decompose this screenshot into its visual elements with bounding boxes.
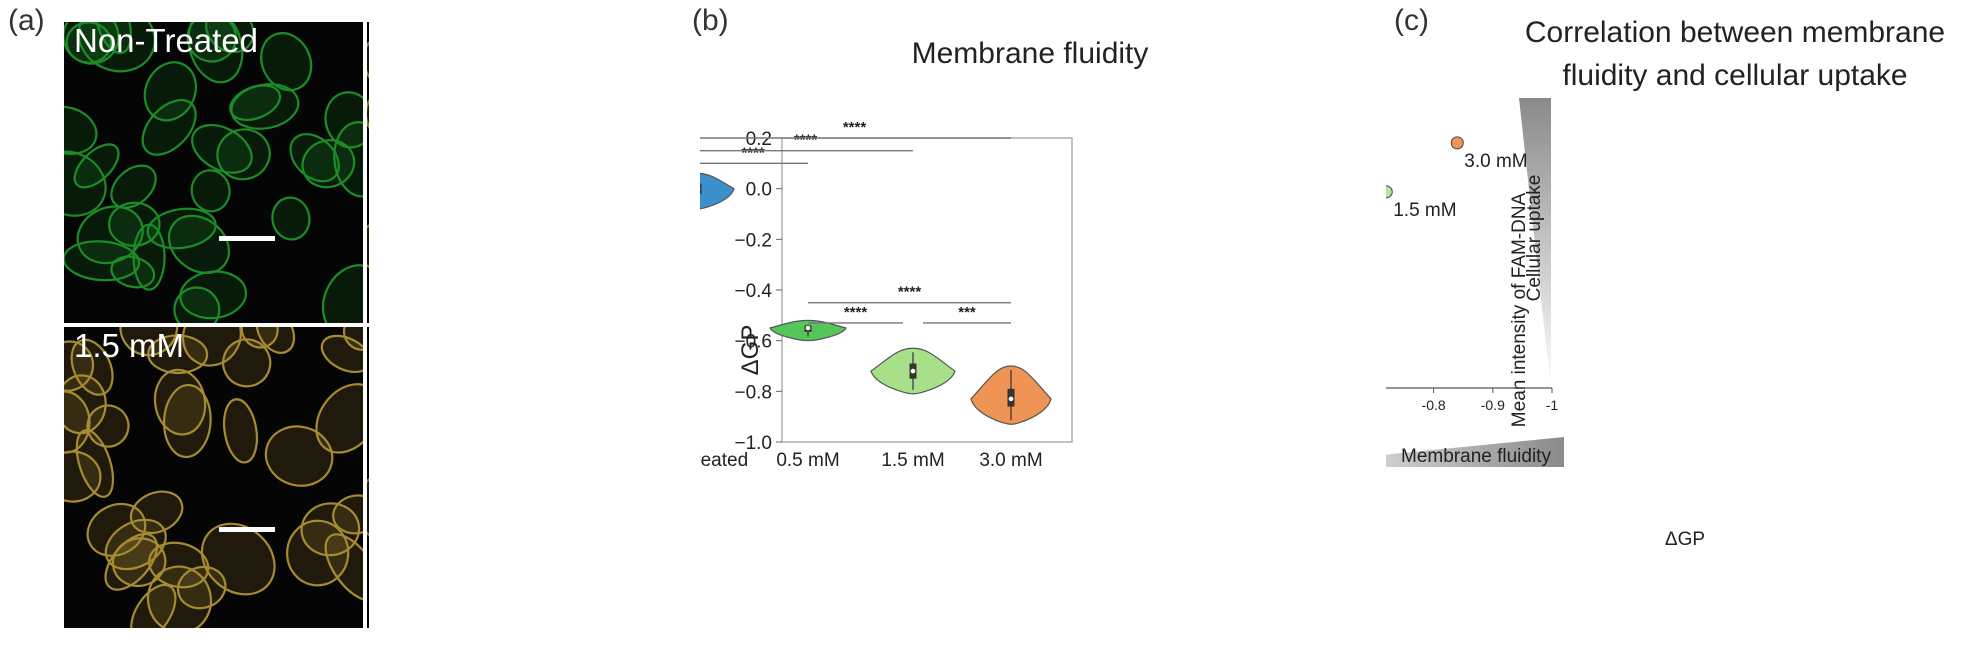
scatter-point bbox=[1386, 185, 1393, 199]
scale-bar bbox=[219, 527, 275, 532]
y-tick-label: −0.8 bbox=[734, 382, 772, 403]
y-tick-label: −1.0 bbox=[734, 433, 772, 454]
x-tick-label: -0.7 bbox=[1386, 397, 1387, 413]
violin-y-axis-label: ΔGP bbox=[737, 325, 764, 376]
significance-label: **** bbox=[741, 144, 765, 161]
violin-median bbox=[910, 368, 916, 374]
violin-median bbox=[1008, 396, 1014, 402]
x-category-label: Non-treated bbox=[700, 450, 748, 471]
scatter-x-axis-label: ΔGP bbox=[1665, 529, 1705, 550]
correlation-scatter-chart: Correlation between membrane fluidity an… bbox=[1386, 16, 1945, 550]
x-tick-label: -1 bbox=[1546, 397, 1559, 413]
membrane-fluidity-wedge bbox=[1386, 437, 1564, 467]
panel-c-letter: (c) bbox=[1394, 4, 1429, 37]
micrograph-tile-3: 1.5 mM bbox=[64, 327, 363, 628]
micrograph-tile-4: 3.0 mM bbox=[367, 327, 369, 628]
significance-label: **** bbox=[794, 132, 818, 149]
panel-a-letter: (a) bbox=[8, 4, 45, 37]
scatter-point-label: 3.0 mM bbox=[1464, 151, 1527, 172]
violin-iqr-box bbox=[700, 183, 702, 194]
micrograph-label: 1.5 mM bbox=[74, 327, 184, 364]
x-tick-label: -0.8 bbox=[1422, 397, 1446, 413]
micrograph-tile-1: Non-Treated bbox=[64, 22, 363, 323]
x-category-label: 3.0 mM bbox=[979, 450, 1042, 471]
violin-1 bbox=[700, 172, 735, 210]
microscopy-grid: Non-Treated 0.5 mM 1.5 mM 3.0 mM bbox=[64, 22, 369, 628]
y-tick-label: −0.6 bbox=[734, 332, 772, 353]
scatter-point bbox=[1450, 136, 1464, 150]
significance-label: **** bbox=[844, 304, 868, 321]
y-tick-label: 0.2 bbox=[746, 129, 772, 150]
panel-b-letter: (b) bbox=[692, 4, 729, 37]
scatter-y-axis-label: Mean intensity of FAM-DNA bbox=[1509, 192, 1530, 427]
x-category-label: 1.5 mM bbox=[881, 450, 944, 471]
membrane-fluidity-violin-chart: Membrane fluidity ΔGP 0.2 0.0 −0.2 −0.4 −0.6… bbox=[700, 37, 1149, 471]
significance-label: **** bbox=[898, 284, 922, 301]
x-tick-label: -0.9 bbox=[1481, 397, 1505, 413]
scatter-point-label: 1.5 mM bbox=[1393, 200, 1456, 221]
cellular-uptake-wedge bbox=[1519, 98, 1551, 390]
violin-chart-title: Membrane fluidity bbox=[912, 37, 1149, 70]
violin-median bbox=[805, 325, 811, 331]
significance-label: *** bbox=[958, 304, 976, 321]
cellular-uptake-label: Cellular uptake bbox=[1524, 175, 1545, 302]
y-tick-label: −0.2 bbox=[734, 230, 772, 251]
x-category-label: 0.5 mM bbox=[776, 450, 839, 471]
micrograph-label: Non-Treated bbox=[74, 22, 258, 59]
scatter-title-line2: fluidity and cellular uptake bbox=[1562, 59, 1907, 92]
membrane-fluidity-label: Membrane fluidity bbox=[1401, 446, 1551, 467]
scale-bar bbox=[219, 236, 275, 241]
micrograph-tile-2: 0.5 mM bbox=[367, 22, 369, 323]
y-tick-label: −0.4 bbox=[734, 281, 772, 302]
significance-label: **** bbox=[843, 119, 867, 136]
scatter-title-line1: Correlation between membrane bbox=[1525, 16, 1945, 49]
y-tick-label: 0.0 bbox=[746, 180, 772, 201]
